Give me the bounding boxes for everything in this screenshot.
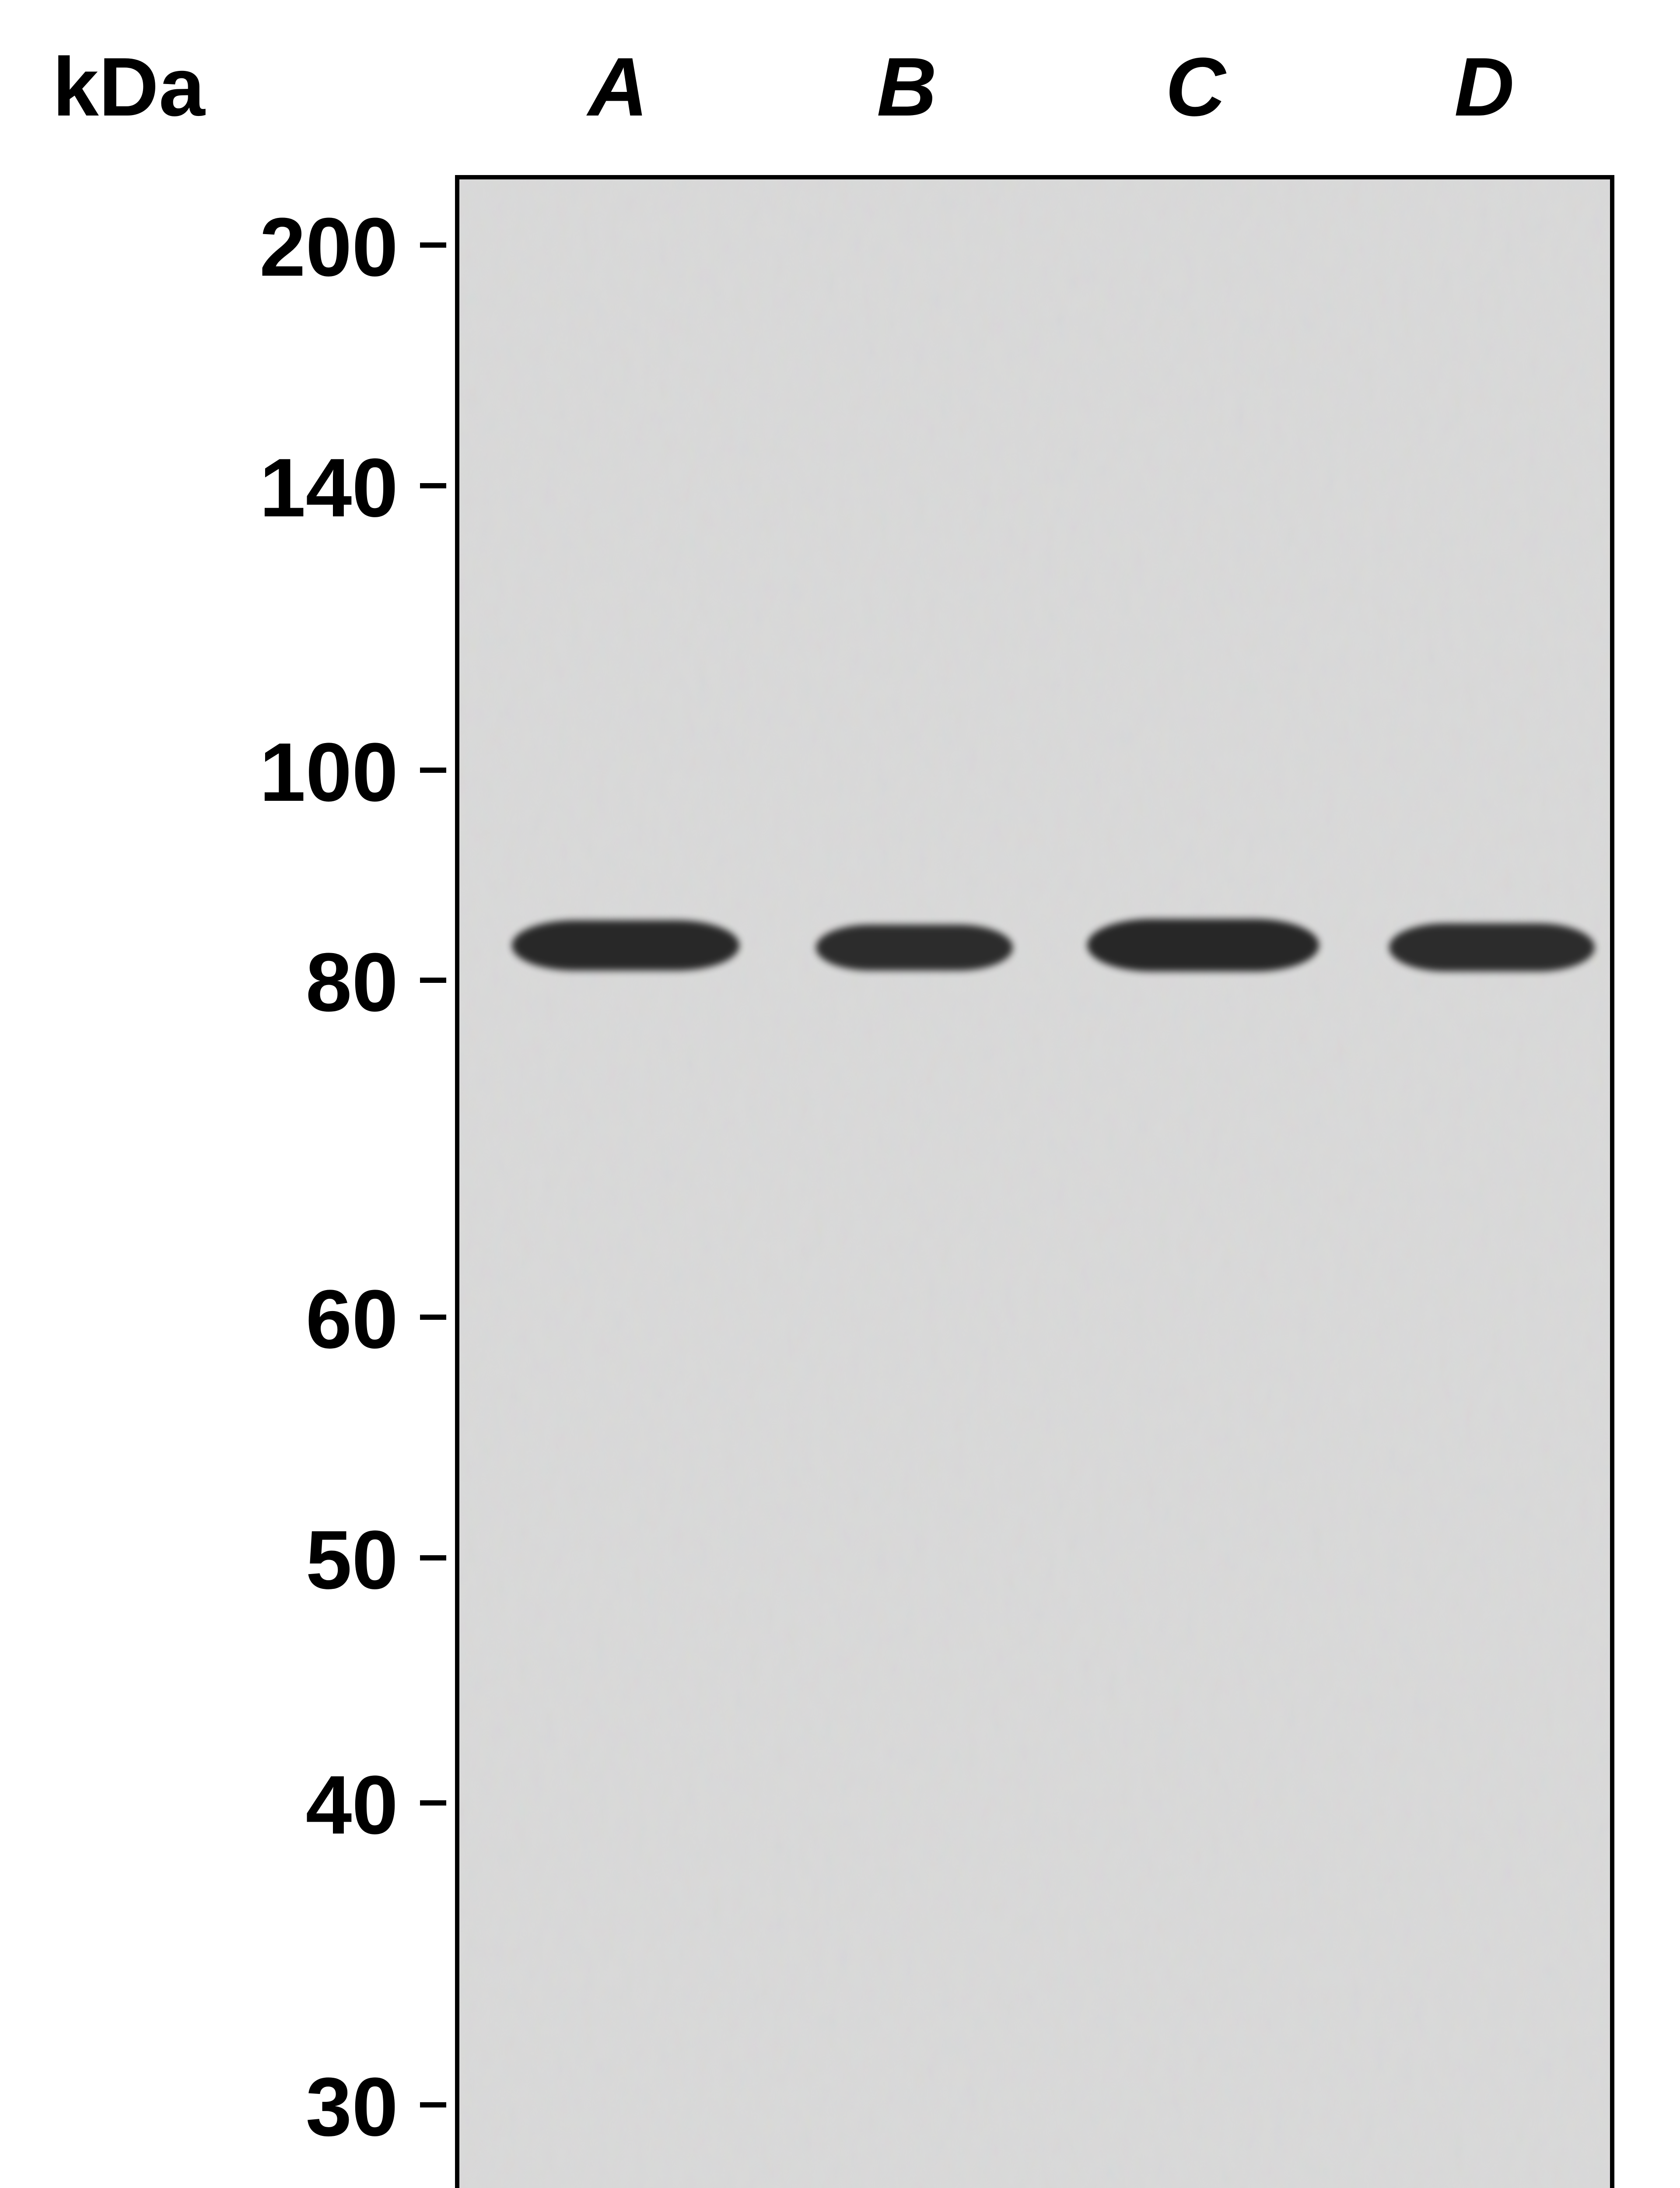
band-lane-d [1389,923,1595,971]
tick-mark [420,242,446,248]
tick-label: 80 [306,935,398,1030]
band-lane-c [1087,919,1319,971]
tick-mark [420,1800,446,1806]
tick-label: 140 [259,440,398,536]
blot-membrane [455,175,1614,2188]
lane-label-d: D [1454,39,1514,135]
band-lane-a [512,920,739,971]
lane-label-a: A [588,39,648,135]
tick-mark [420,2102,446,2107]
tick-label: 60 [306,1272,398,1367]
lane-label-c: C [1166,39,1225,135]
tick-label: 50 [306,1512,398,1608]
blot-noise [459,179,1610,2188]
band-lane-b [816,925,1013,971]
y-axis-title: kDa [52,39,205,135]
tick-label: 30 [306,2059,398,2155]
tick-mark [420,1555,446,1560]
tick-mark [420,483,446,488]
tick-label: 40 [306,1757,398,1853]
blot-figure: kDa A B C D 200 140 100 80 60 50 40 30 2… [0,0,1680,2188]
tick-label: 200 [259,200,398,295]
tick-label: 100 [259,725,398,820]
tick-mark [420,768,446,773]
tick-mark [420,978,446,983]
lane-label-b: B [877,39,937,135]
tick-mark [420,1315,446,1320]
